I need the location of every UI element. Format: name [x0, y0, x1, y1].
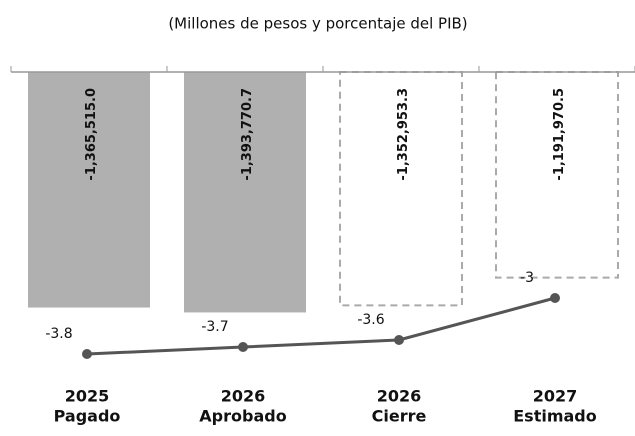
x-tick-label: 2027 — [533, 387, 578, 406]
x-tick-label: Cierre — [372, 407, 427, 426]
line-marker — [82, 349, 92, 359]
x-tick-label: 2025 — [65, 387, 110, 406]
line-marker — [550, 293, 560, 303]
bar — [28, 72, 150, 308]
line-marker — [394, 335, 404, 345]
bar-value-label: -1,191,970.5 — [552, 88, 567, 181]
line — [86, 296, 556, 356]
x-tick-label: 2026 — [377, 387, 422, 406]
x-tick-label: Aprobado — [199, 407, 286, 426]
x-tick-label: Pagado — [54, 407, 121, 426]
chart-title: (Millones de pesos y porcentaje del PIB) — [168, 15, 467, 33]
x-tick-label: Estimado — [513, 407, 597, 426]
bar-value-label: -1,352,953.3 — [396, 88, 411, 181]
line-value-label: -3 — [520, 270, 534, 286]
line-marker — [238, 342, 248, 352]
line-value-label: -3.8 — [45, 326, 72, 342]
line-value-label: -3.7 — [201, 319, 228, 335]
bar-value-label: -1,365,515.0 — [84, 88, 99, 181]
line-value-label: -3.6 — [357, 312, 384, 328]
x-tick-label: 2026 — [221, 387, 266, 406]
bar-value-label: -1,393,770.7 — [240, 88, 255, 181]
bar — [184, 72, 306, 313]
